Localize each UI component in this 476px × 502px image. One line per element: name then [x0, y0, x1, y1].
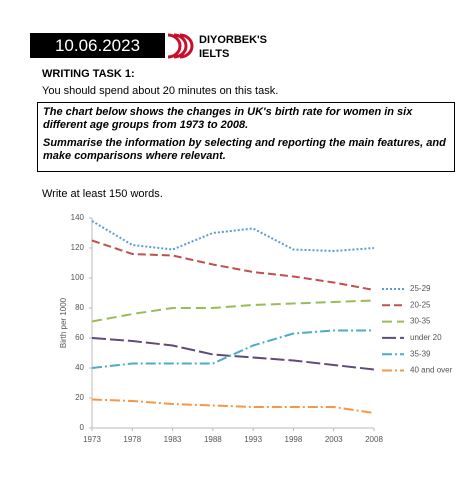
task-time: You should spend about 20 minutes on thi…: [42, 85, 279, 97]
brand-line: DIYORBEK'S: [199, 34, 268, 46]
task-heading: WRITING TASK 1:: [42, 68, 135, 80]
y-tick-label: 40: [75, 363, 84, 372]
legend-label: 30-35: [410, 317, 431, 326]
series-line: [91, 220, 375, 253]
y-tick-label: 0: [80, 423, 85, 432]
brand-line: IELTS: [199, 48, 230, 60]
y-tick-label: 100: [71, 273, 85, 282]
logo: [167, 33, 194, 59]
prompt: The chart below shows the changes in UK'…: [43, 106, 413, 131]
date: 10.06.2023: [30, 33, 165, 58]
x-tick-label: 1988: [204, 435, 222, 444]
y-tick-label: 120: [71, 243, 85, 252]
legend-label: 35-39: [410, 349, 431, 358]
series-line: [91, 398, 375, 414]
legend-label: under 20: [410, 333, 442, 342]
word-count: Write at least 150 words.: [42, 188, 163, 200]
prompt: Summarise the information by selecting a…: [43, 137, 446, 162]
legend-label: 40 and over: [410, 366, 453, 375]
x-tick-label: 1998: [285, 435, 303, 444]
y-tick-label: 80: [75, 303, 84, 312]
x-tick-label: 1993: [244, 435, 262, 444]
legend-label: 25-29: [410, 284, 431, 293]
y-tick-label: 20: [75, 393, 84, 402]
x-tick-label: 1983: [164, 435, 182, 444]
x-tick-label: 1978: [123, 435, 141, 444]
series-line: [91, 337, 375, 371]
legend-label: 20-25: [410, 300, 431, 309]
x-tick-label: 2003: [325, 435, 343, 444]
series-line: [91, 239, 375, 291]
series-line: [91, 329, 374, 369]
x-tick-label: 2008: [365, 435, 383, 444]
y-tick-label: 60: [75, 333, 84, 342]
y-tick-label: 140: [71, 213, 85, 222]
x-tick-label: 1973: [83, 435, 101, 444]
series-line: [91, 299, 375, 323]
prompt-box: The chart below shows the changes in UK'…: [37, 102, 455, 172]
y-axis-label: Birth per 1000: [59, 297, 68, 348]
